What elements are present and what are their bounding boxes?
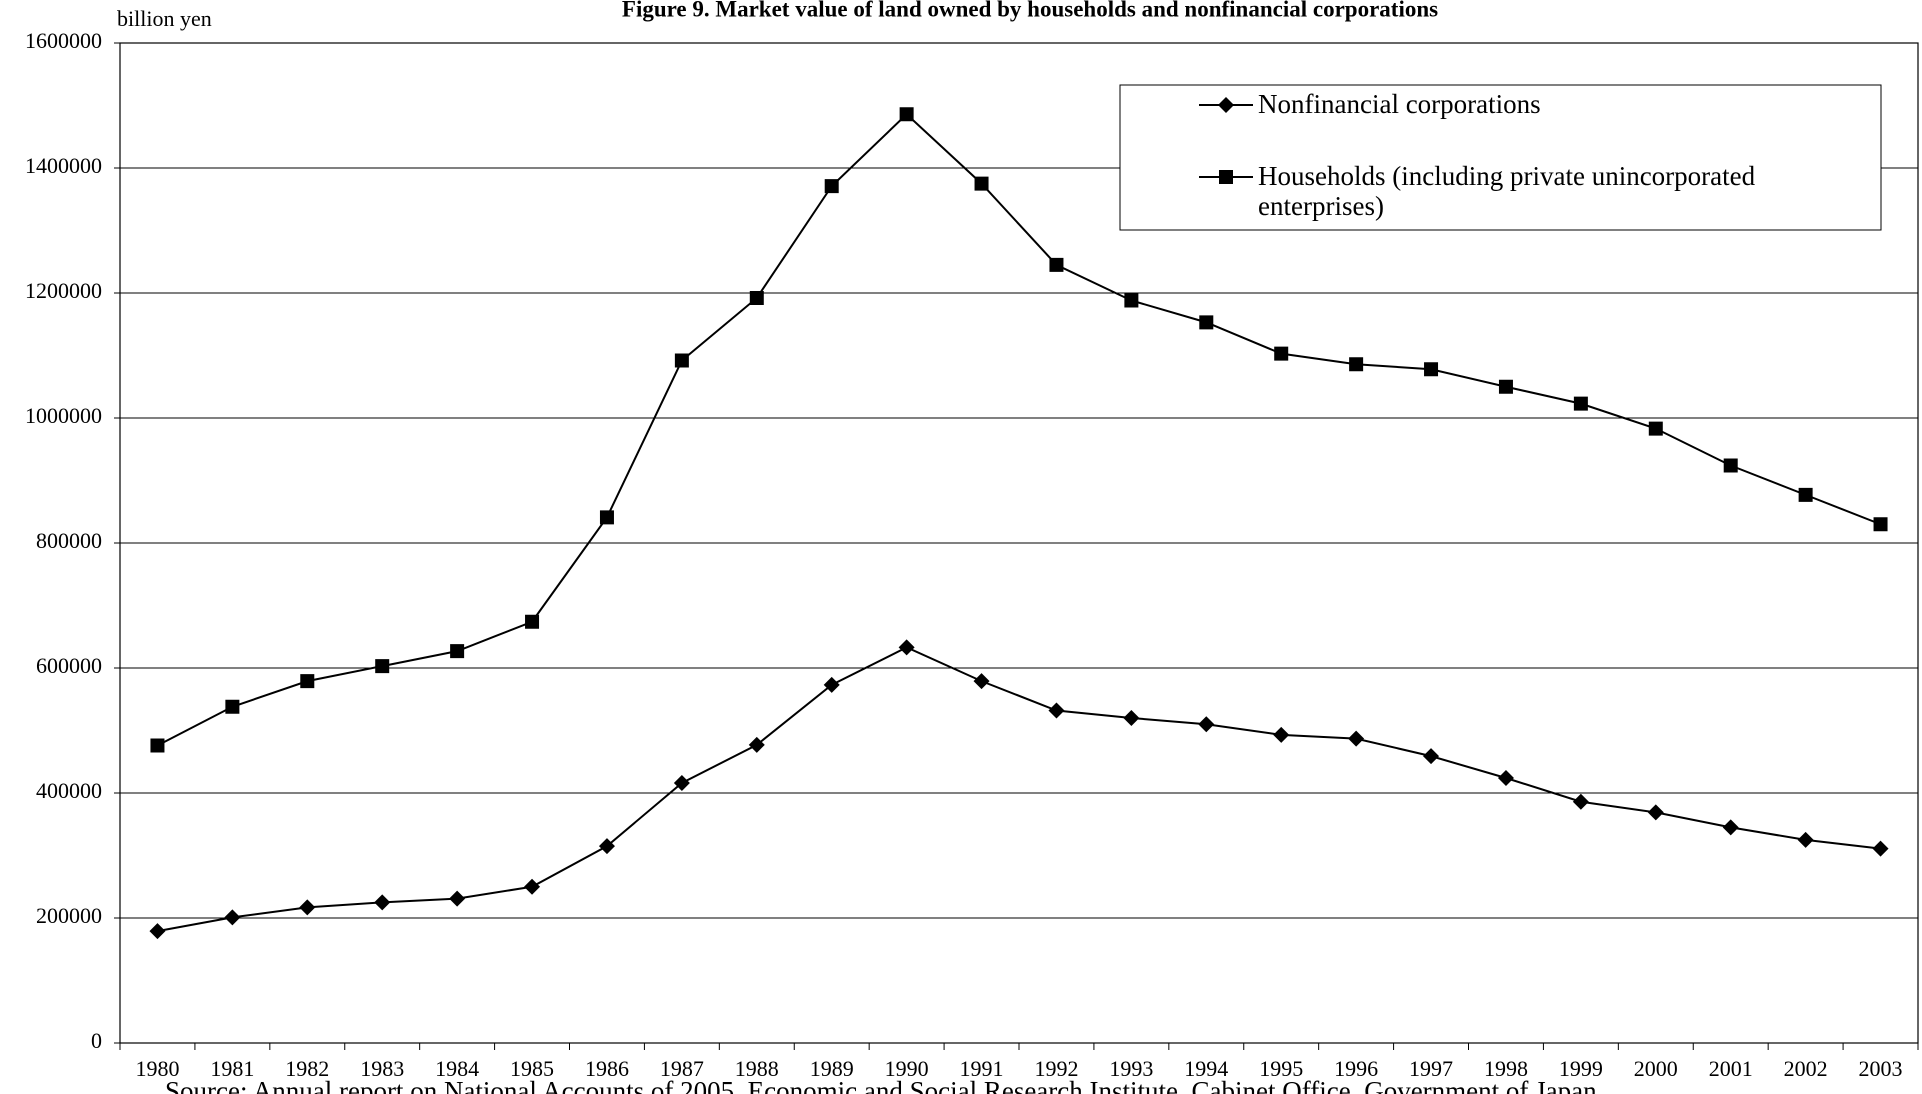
marker xyxy=(225,699,240,714)
x-tick-label: 1999 xyxy=(1559,1056,1603,1081)
legend-entry: Nonfinancial corporations xyxy=(1258,89,1541,119)
x-tick-label: 2002 xyxy=(1784,1056,1828,1081)
x-tick-label: 1980 xyxy=(135,1056,179,1081)
y-tick-label: 800000 xyxy=(36,528,102,553)
x-tick-label: 1998 xyxy=(1484,1056,1528,1081)
y-tick-label: 1400000 xyxy=(25,153,102,178)
x-tick-label: 1995 xyxy=(1259,1056,1303,1081)
y-tick-label: 0 xyxy=(91,1028,102,1053)
marker xyxy=(1218,97,1234,113)
legend-label: Nonfinancial corporations xyxy=(1258,89,1541,119)
marker xyxy=(1722,819,1739,836)
y-axis-label: billion yen xyxy=(117,6,212,31)
marker xyxy=(973,673,990,690)
x-tick-label: 1989 xyxy=(810,1056,854,1081)
marker xyxy=(1198,716,1215,733)
x-tick-label: 1997 xyxy=(1409,1056,1453,1081)
marker xyxy=(1873,517,1888,532)
marker xyxy=(374,894,391,911)
marker xyxy=(1348,730,1365,747)
x-tick-label: 1990 xyxy=(885,1056,929,1081)
marker xyxy=(1424,362,1439,377)
source-note: Source: Annual report on National Accoun… xyxy=(165,1076,1597,1094)
marker xyxy=(1048,702,1065,719)
x-tick-label: 1985 xyxy=(510,1056,554,1081)
x-tick-label: 1982 xyxy=(285,1056,329,1081)
marker xyxy=(1497,770,1514,786)
x-tick-label: 1987 xyxy=(660,1056,704,1081)
marker xyxy=(1049,257,1064,272)
x-tick-label: 1983 xyxy=(360,1056,404,1081)
legend-label: Households (including private unincorpor… xyxy=(1258,161,1756,221)
marker xyxy=(1797,831,1814,848)
marker xyxy=(1798,487,1813,502)
marker xyxy=(375,659,390,674)
marker xyxy=(1572,793,1589,810)
marker xyxy=(599,510,614,525)
marker xyxy=(224,909,241,926)
marker xyxy=(749,291,764,305)
legend-box xyxy=(1119,84,1882,231)
marker xyxy=(1273,726,1290,743)
marker xyxy=(149,923,166,940)
marker xyxy=(899,107,914,122)
x-tick-label: 1981 xyxy=(210,1056,254,1081)
x-tick-label: 1993 xyxy=(1109,1056,1153,1081)
marker xyxy=(1219,170,1233,184)
x-tick-label: 1986 xyxy=(585,1056,629,1081)
x-tick-label: 2000 xyxy=(1634,1056,1678,1081)
y-tick-label: 400000 xyxy=(36,778,102,803)
y-tick-label: 1000000 xyxy=(25,403,102,428)
marker xyxy=(1723,458,1738,473)
marker xyxy=(1648,421,1663,436)
y-tick-label: 200000 xyxy=(36,903,102,928)
marker xyxy=(898,639,915,656)
marker xyxy=(748,736,765,753)
marker xyxy=(1199,315,1214,330)
marker xyxy=(1872,840,1889,857)
x-tick-label: 2003 xyxy=(1859,1056,1903,1081)
marker xyxy=(1124,293,1139,308)
marker xyxy=(674,353,689,368)
y-tick-label: 1200000 xyxy=(25,278,102,303)
marker xyxy=(673,775,690,791)
marker xyxy=(450,644,465,659)
marker xyxy=(524,878,541,895)
marker xyxy=(150,738,165,753)
marker xyxy=(824,179,839,194)
series-line xyxy=(156,112,1881,747)
marker xyxy=(1123,710,1140,726)
x-tick-label: 1992 xyxy=(1034,1056,1078,1081)
marker xyxy=(823,676,840,693)
x-tick-label: 1994 xyxy=(1184,1056,1228,1081)
marker xyxy=(1349,357,1364,372)
x-tick-label: 1988 xyxy=(735,1056,779,1081)
marker xyxy=(1647,804,1664,821)
chart-title: Figure 9. Market value of land owned by … xyxy=(622,0,1438,21)
marker xyxy=(974,176,989,191)
marker xyxy=(1498,379,1513,394)
x-tick-label: 1991 xyxy=(960,1056,1004,1081)
series-line xyxy=(157,646,1881,933)
x-tick-label: 1984 xyxy=(435,1056,479,1081)
marker xyxy=(299,899,316,916)
y-tick-label: 1600000 xyxy=(25,28,102,53)
marker xyxy=(1573,396,1588,411)
y-tick-label: 600000 xyxy=(36,653,102,678)
marker xyxy=(300,674,315,689)
marker xyxy=(1423,748,1440,765)
x-tick-label: 1996 xyxy=(1334,1056,1378,1081)
marker xyxy=(449,890,466,907)
marker xyxy=(598,838,615,855)
legend-entry: Households (including private unincorpor… xyxy=(1258,161,1756,221)
marker xyxy=(525,614,540,629)
marker xyxy=(1274,346,1289,361)
x-tick-label: 2001 xyxy=(1709,1056,1753,1081)
